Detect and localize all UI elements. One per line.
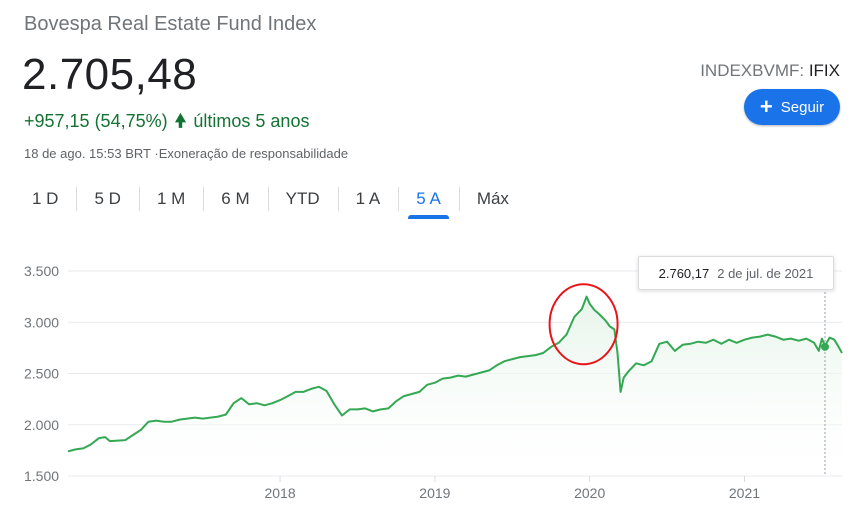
current-price: 2.705,48 xyxy=(22,50,198,99)
arrow-up-icon: 🠝 xyxy=(174,111,187,131)
range-tabs: 1 D 5 D 1 M 6 M YTD 1 A 5 A Máx xyxy=(14,185,527,219)
x-tick-label: 2018 xyxy=(264,485,295,501)
change-period: últimos 5 anos xyxy=(193,111,310,131)
y-tick-label: 2.000 xyxy=(24,417,59,433)
timestamp-line: 18 de ago. 15:53 BRT ·Exoneração de resp… xyxy=(24,146,348,161)
tab-6m[interactable]: 6 M xyxy=(203,185,267,215)
hover-tooltip: 2.760,17 2 de jul. de 2021 xyxy=(638,256,834,290)
tooltip-value: 2.760,17 xyxy=(658,265,710,281)
y-axis-labels: 3.500 3.000 2.500 2.000 1.500 xyxy=(24,263,59,484)
tab-5d[interactable]: 5 D xyxy=(76,185,138,215)
tab-1d[interactable]: 1 D xyxy=(32,189,59,208)
tab-max[interactable]: Máx xyxy=(458,185,527,215)
tooltip-date: 2 de jul. de 2021 xyxy=(717,265,814,281)
timestamp: 18 de ago. 15:53 BRT xyxy=(24,146,151,161)
x-tick-label: 2019 xyxy=(419,485,450,501)
follow-label: Seguir xyxy=(780,98,825,116)
symbol-label: IFIX xyxy=(808,61,840,80)
price-change: +957,15 (54,75%) 🠝 últimos 5 anos xyxy=(24,109,309,139)
y-tick-label: 3.500 xyxy=(24,263,59,279)
index-title: Bovespa Real Estate Fund Index xyxy=(24,13,317,35)
plus-icon: + xyxy=(759,94,773,119)
ticker-symbol: INDEXBVMF: IFIX xyxy=(700,61,840,81)
follow-button[interactable]: + Seguir xyxy=(744,89,840,125)
peak-annotation-circle xyxy=(548,283,619,366)
y-tick-label: 1.500 xyxy=(24,468,59,484)
x-axis-labels: 2018 2019 2020 2021 xyxy=(264,476,760,501)
series-area xyxy=(68,296,842,476)
tab-5a[interactable]: 5 A xyxy=(398,185,459,219)
hover-point xyxy=(820,342,829,351)
x-tick-label: 2020 xyxy=(574,485,605,501)
y-tick-label: 3.000 xyxy=(24,314,59,330)
series-line xyxy=(67,295,843,453)
tab-ytd[interactable]: YTD xyxy=(267,185,338,215)
y-tick-label: 2.500 xyxy=(24,366,59,382)
disclaimer-link[interactable]: ·Exoneração de responsabilidade xyxy=(154,146,349,161)
x-tick-label: 2021 xyxy=(729,485,760,501)
exchange-label: INDEXBVMF: xyxy=(700,61,805,80)
tab-1m[interactable]: 1 M xyxy=(138,185,203,215)
change-value: +957,15 (54,75%) xyxy=(24,111,168,131)
tab-1a[interactable]: 1 A xyxy=(337,185,399,215)
